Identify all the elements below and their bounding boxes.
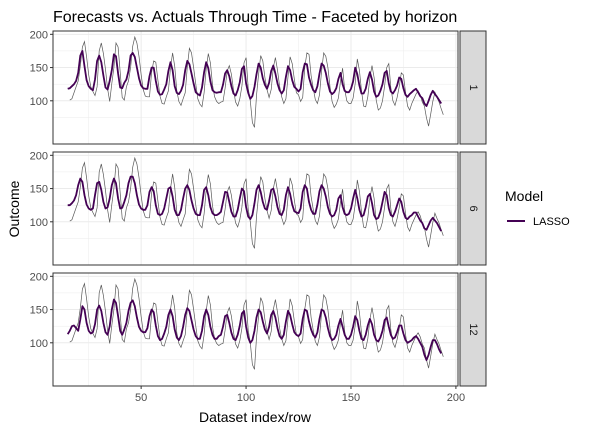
x-tick-label: 100 [237, 392, 255, 404]
facet-panels: 100 150 200 1 100 150 200 6 100 150 200 12 50 100 150 2… [30, 29, 487, 404]
y-tick-label: 200 [30, 271, 48, 283]
y-tick-label: 150 [30, 184, 48, 196]
chart-title: Forecasts vs. Actuals Through Time - Fac… [53, 9, 457, 26]
y-axis-title: Outcome [6, 180, 22, 237]
x-tick-label: 200 [447, 392, 465, 404]
panel-background [53, 152, 458, 265]
facet-strip-label: 1 [467, 84, 479, 90]
panel-border [52, 151, 459, 266]
legend-label-lasso: LASSO [533, 216, 570, 228]
panel-border [52, 272, 459, 387]
forecast-line-lasso [67, 175, 442, 232]
actual-line [69, 277, 444, 370]
x-axis-title: Dataset index/row [199, 409, 312, 425]
y-tick-label: 200 [30, 29, 48, 41]
y-tick-label: 150 [30, 63, 48, 75]
y-tick-label: 100 [30, 217, 48, 229]
y-tick-label: 150 [30, 305, 48, 317]
y-tick-label: 100 [30, 96, 48, 108]
facet-strip-label: 6 [467, 205, 479, 211]
facet-strip-label: 12 [467, 323, 479, 335]
facet-panel-6: 100 150 200 6 [30, 150, 487, 266]
y-tick-label: 200 [30, 150, 48, 162]
x-tick-label: 150 [342, 392, 360, 404]
panel-border [52, 30, 459, 145]
facet-panel-12: 100 150 200 12 [30, 271, 487, 387]
panel-background [53, 31, 458, 144]
facet-strip [459, 151, 487, 266]
x-tick-label: 50 [135, 392, 147, 404]
facet-strip [459, 30, 487, 145]
forecast-line-lasso [67, 50, 442, 107]
facet-strip [459, 272, 487, 387]
y-tick-label: 100 [30, 338, 48, 350]
facet-panel-1: 100 150 200 1 [30, 29, 487, 145]
forecast-line-lasso [66, 298, 442, 362]
legend: Model LASSO [505, 188, 570, 228]
legend-title: Model [505, 188, 543, 204]
actual-line [69, 156, 444, 249]
